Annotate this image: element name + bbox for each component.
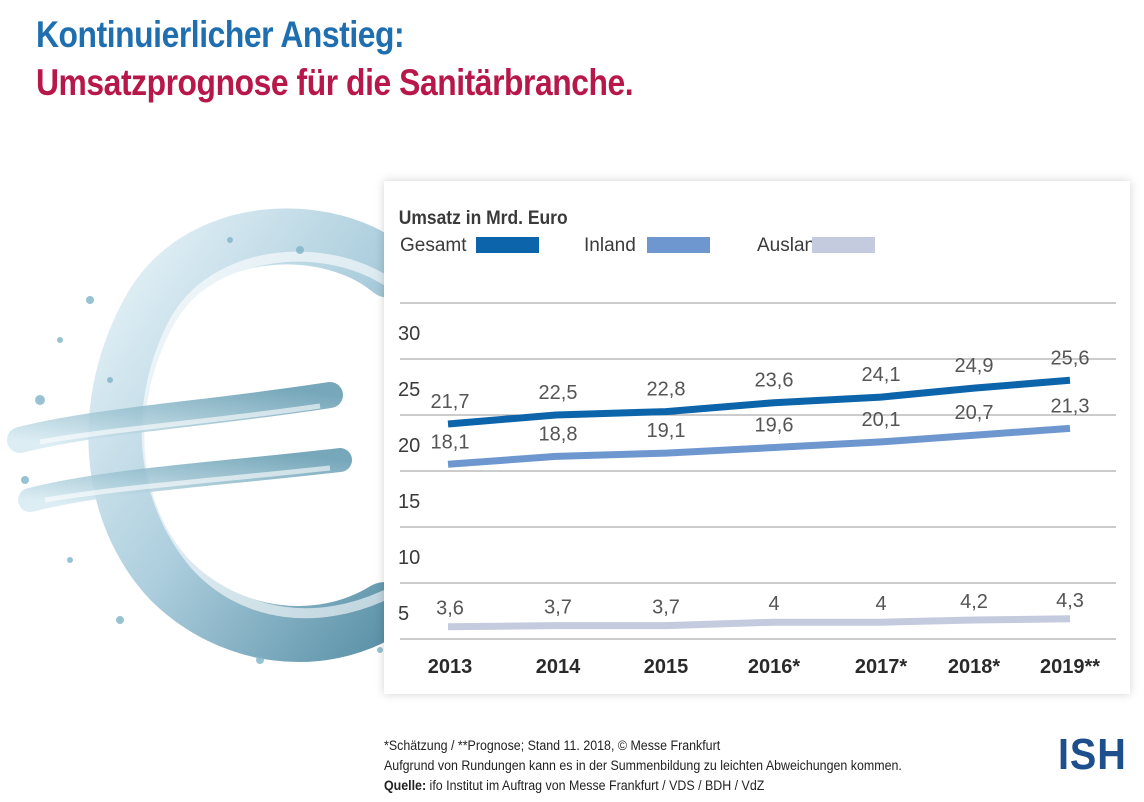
data-label-ausland-2: 3,7 (652, 597, 680, 619)
legend-label-inland: Inland (584, 235, 636, 256)
series-lines (447, 376, 1071, 631)
y-tick-5: 5 (398, 603, 409, 625)
data-label-inland-1: 18,8 (539, 423, 578, 445)
data-label-ausland-1: 3,7 (544, 597, 572, 619)
series-line-inland (447, 424, 1071, 468)
series-line-gesamt (447, 376, 1071, 428)
data-label-inland-5: 20,7 (955, 402, 994, 424)
data-label-inland-2: 19,1 (647, 420, 686, 442)
legend-label-gesamt: Gesamt (400, 235, 467, 256)
data-label-inland-3: 19,6 (755, 414, 794, 436)
footnote-line-1: *Schätzung / **Prognose; Stand 11. 2018,… (384, 738, 721, 753)
data-label-ausland-0: 3,6 (436, 598, 464, 620)
y-axis-label: Umsatz in Mrd. Euro (399, 206, 568, 228)
legend-swatch-ausland (812, 237, 875, 253)
data-label-gesamt-3: 23,6 (755, 370, 794, 392)
data-label-gesamt-0: 21,7 (431, 391, 470, 413)
legend: Gesamt Inland Ausland (400, 235, 875, 256)
ish-logo: ISH (1058, 730, 1127, 779)
data-label-inland-0: 18,1 (431, 431, 470, 453)
legend-swatch-inland (647, 237, 710, 253)
y-ticks: 5 10 15 20 25 30 (398, 323, 420, 625)
y-tick-30: 30 (398, 323, 420, 345)
y-tick-15: 15 (398, 491, 420, 513)
data-label-gesamt-1: 22,5 (539, 382, 578, 404)
footnote-source: Quelle: ifo Institut im Auftrag von Mess… (384, 776, 902, 796)
data-label-ausland-3: 4 (768, 593, 779, 615)
title-line-2: Umsatzprognose für die Sanitärbranche. (36, 62, 634, 103)
data-label-ausland-5: 4,2 (960, 591, 988, 613)
y-tick-20: 20 (398, 435, 420, 457)
x-tick-4: 2017* (855, 656, 907, 678)
x-tick-0: 2013 (428, 656, 473, 678)
title-line-1: Kontinuierlicher Anstieg: (36, 14, 405, 55)
data-labels: 21,7 22,5 22,8 23,6 24,1 24,9 25,6 18,1 18,8 19,1… (431, 347, 1090, 619)
data-label-gesamt-4: 24,1 (862, 364, 901, 386)
legend-swatch-gesamt (476, 237, 539, 253)
chart-panel: Umsatz in Mrd. Euro Gesamt Inland Ausland … (384, 181, 1130, 694)
data-label-gesamt-5: 24,9 (955, 355, 994, 377)
data-label-ausland-4: 4 (875, 593, 886, 615)
data-label-inland-6: 21,3 (1051, 395, 1090, 417)
source-label: Quelle: (384, 778, 427, 793)
data-label-inland-4: 20,1 (862, 409, 901, 431)
umsatz-line-chart: Umsatz in Mrd. Euro Gesamt Inland Ausland … (398, 206, 1116, 678)
y-tick-10: 10 (398, 547, 420, 569)
data-label-gesamt-6: 25,6 (1051, 347, 1090, 369)
x-tick-2: 2015 (644, 656, 689, 678)
source-text: ifo Institut im Auftrag von Messe Frankf… (426, 778, 765, 793)
x-tick-6: 2019** (1040, 656, 1100, 678)
x-tick-1: 2014 (536, 656, 581, 678)
y-tick-25: 25 (398, 379, 420, 401)
footnote-line-2: Aufgrund von Rundungen kann es in der Su… (384, 758, 902, 773)
euro-water-splash-icon (7, 208, 418, 664)
x-tick-5: 2018* (948, 656, 1000, 678)
grid-lines (400, 302, 1116, 640)
x-ticks: 2013 2014 2015 2016* 2017* 2018* 2019** (428, 656, 1100, 678)
x-tick-3: 2016* (748, 656, 800, 678)
legend-label-ausland: Ausland (757, 235, 826, 256)
data-label-gesamt-2: 22,8 (647, 379, 686, 401)
data-label-ausland-6: 4,3 (1056, 590, 1084, 612)
footnote: *Schätzung / **Prognose; Stand 11. 2018,… (384, 736, 902, 796)
series-line-ausland (447, 615, 1071, 631)
